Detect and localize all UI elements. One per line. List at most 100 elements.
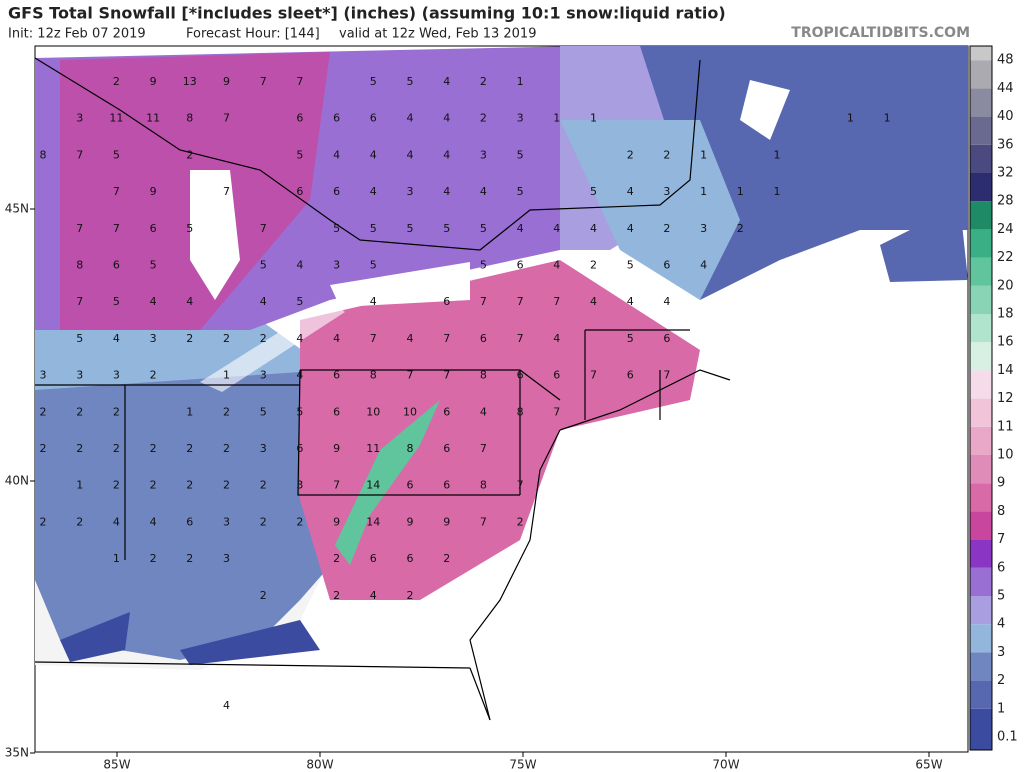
valid-time: valid at 12z Wed, Feb 13 2019: [339, 27, 536, 42]
colorbar-label: 20: [997, 278, 1014, 293]
colorbar-segment: [970, 596, 992, 625]
lat-label: 35N: [5, 746, 29, 760]
snowfall-label: 5: [150, 259, 157, 272]
snow-nova-scotia: [880, 205, 968, 282]
snowfall-label: 4: [700, 259, 707, 272]
colorbar-label: 4: [997, 617, 1005, 632]
snowfall-label: 1: [700, 185, 707, 198]
snowfall-label: 7: [407, 369, 414, 382]
snowfall-label: 2: [260, 589, 267, 602]
colorbar-label: 36: [997, 137, 1014, 152]
snow-ky: [60, 612, 130, 662]
title: GFS Total Snowfall [*includes sleet*] (i…: [8, 4, 726, 23]
state-line: [297, 369, 561, 496]
snowfall-label: 5: [296, 405, 303, 418]
colorbar-segment: [970, 483, 992, 512]
snowfall-label: 3: [480, 148, 487, 161]
snowfall-label: 7: [370, 332, 377, 345]
colorbar-segment: [970, 342, 992, 371]
colorbar-label: 24: [997, 222, 1014, 237]
snowfall-label: 9: [150, 75, 157, 88]
snowfall-label: 2: [517, 515, 524, 528]
snowfall-label: 6: [663, 259, 670, 272]
colorbar-segment: [970, 708, 992, 750]
snowfall-label: 5: [296, 295, 303, 308]
snowfall-label: 2: [40, 515, 47, 528]
snowfall-label: 6: [443, 295, 450, 308]
colorbar-segment: [970, 201, 992, 230]
snowfall-label: 1: [700, 148, 707, 161]
lake-michigan: [190, 170, 240, 300]
colorbar-label: 1: [997, 701, 1005, 716]
snowfall-label: 2: [260, 332, 267, 345]
snowfall-label: 5: [113, 148, 120, 161]
snowfall-label: 5: [296, 148, 303, 161]
snowfall-label: 4: [296, 369, 303, 382]
snowfall-label: 13: [183, 75, 197, 88]
colorbar-segment: [970, 116, 992, 145]
colorbar-segment: [970, 173, 992, 202]
snowfall-label: 1: [223, 369, 230, 382]
snowfall-label: 2: [186, 552, 193, 565]
snowfall-label: 3: [113, 369, 120, 382]
snowfall-label: 5: [260, 259, 267, 272]
snowfall-label: 5: [333, 222, 340, 235]
lon-label: 65W: [915, 758, 942, 772]
snowfall-label: 2: [76, 515, 83, 528]
snowfall-label: 7: [663, 369, 670, 382]
snowfall-label: 1: [774, 148, 781, 161]
snowfall-label: 3: [223, 515, 230, 528]
snowfall-label: 8: [407, 442, 414, 455]
snowfall-label: 6: [517, 259, 524, 272]
snowfall-label: 5: [370, 259, 377, 272]
snowfall-label: 2: [663, 148, 670, 161]
snowfall-label: 2: [76, 442, 83, 455]
snowfall-label: 6: [627, 369, 634, 382]
snowfall-label: 6: [480, 332, 487, 345]
snow-20in: [335, 400, 440, 565]
snowfall-label: 7: [480, 442, 487, 455]
snowfall-label: 2: [113, 405, 120, 418]
colorbar: 0.11234567891011121416182022242832364044…: [969, 45, 1018, 751]
snowfall-label: 4: [333, 148, 340, 161]
colorbar-label: 18: [997, 307, 1014, 322]
colorbar-label: 9: [997, 476, 1005, 491]
colorbar-segment: [970, 511, 992, 540]
colorbar-label: 5: [997, 589, 1005, 604]
colorbar-label: 12: [997, 391, 1014, 406]
snowfall-label: 8: [186, 112, 193, 125]
lon-label: 75W: [509, 758, 536, 772]
snowfall-label: 14: [366, 515, 380, 528]
snowfall-label: 1: [76, 479, 83, 492]
colorbar-frame: [969, 45, 993, 751]
snowfall-label: 2: [150, 369, 157, 382]
borders: [34, 57, 731, 721]
colorbar-label: 3: [997, 645, 1005, 660]
snowfall-label: 5: [407, 75, 414, 88]
colorbar-label: 22: [997, 250, 1014, 265]
snowfall-label: 7: [480, 515, 487, 528]
snowfall-label: 3: [296, 479, 303, 492]
snow-3in: [35, 320, 330, 390]
snowfall-label: 6: [407, 479, 414, 492]
colorbar-segment: [970, 680, 992, 709]
snowfall-label: 2: [407, 589, 414, 602]
colorbar-label: 8: [997, 504, 1005, 519]
colorbar-label: 10: [997, 448, 1014, 463]
colorbar-segment: [970, 624, 992, 653]
snowfall-label: 6: [517, 369, 524, 382]
state-line: [34, 661, 491, 721]
lon-label: 85W: [103, 758, 130, 772]
snowfall-label: 7: [113, 185, 120, 198]
colorbar-label: 28: [997, 194, 1014, 209]
snow-8in: [300, 260, 700, 600]
snowfall-label: 3: [76, 112, 83, 125]
snowfall-label: 6: [443, 405, 450, 418]
snowfall-label: 2: [113, 75, 120, 88]
colorbar-label: 16: [997, 335, 1014, 350]
snowfall-label: 6: [553, 369, 560, 382]
snowfall-label: 9: [407, 515, 414, 528]
snowfall-label: 4: [590, 295, 597, 308]
colorbar-label: 44: [997, 81, 1014, 96]
lon-label: 80W: [306, 758, 333, 772]
